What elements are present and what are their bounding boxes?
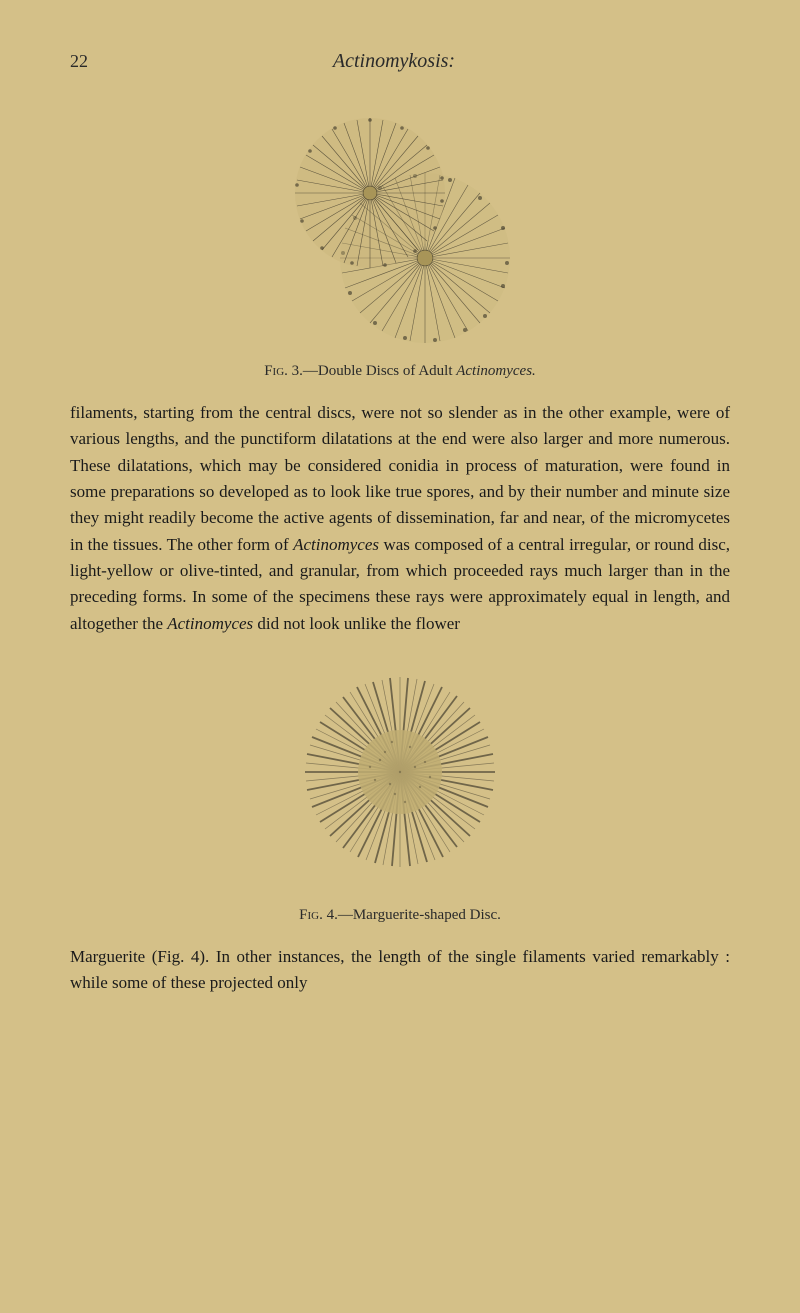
figure-1-caption: Fig. 3.—Double Discs of Adult Actinomyce… [70,363,730,380]
paragraph-2-text-1: Marguerite (Fig. 4). In other instances,… [70,947,730,992]
figure-2-image [280,657,520,892]
figure-1-container [70,103,730,348]
figure-1-number: 3. [292,363,303,379]
paragraph-1-text-1: filaments, starting from the central dis… [70,403,730,554]
figure-1-italic: Actinomyces. [456,363,536,379]
figure-2-caption: Fig. 4.—Marguerite-shaped Disc. [70,907,730,924]
figure-1-image [260,103,540,348]
paragraph-2: Marguerite (Fig. 4). In other instances,… [70,944,730,997]
paragraph-1-italic-2: Actinomyces [167,614,253,633]
figure-2-label: Fig. [299,907,323,923]
figure-1-text: —Double Discs of Adult [303,363,456,379]
running-title: Actinomykosis: [58,50,730,73]
figure-1-label: Fig. [264,363,288,379]
figure-2-text: —Marguerite-shaped Disc. [338,907,501,923]
paragraph-1-text-3: did not look unlike the flower [253,614,460,633]
page-header: 22 Actinomykosis: [70,50,730,73]
paragraph-1-italic-1: Actinomyces [293,535,379,554]
figure-2-number: 4. [327,907,338,923]
figure-2-container [70,657,730,892]
paragraph-1: filaments, starting from the central dis… [70,400,730,637]
